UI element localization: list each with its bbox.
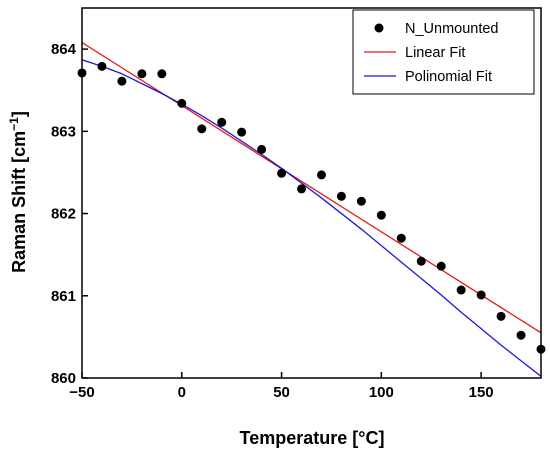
y-axis-title: Raman Shift [cm−1] [7, 111, 29, 273]
legend-label-n-unmounted: N_Unmounted [405, 21, 499, 37]
data-point [177, 98, 187, 108]
legend-label-linear-fit: Linear Fit [405, 45, 465, 61]
data-point [237, 127, 247, 137]
x-tick-label: 50 [273, 384, 290, 401]
data-points [77, 61, 546, 354]
data-point [376, 210, 386, 220]
data-point [436, 261, 446, 271]
x-axis-title: Temperature [°C] [240, 428, 385, 448]
data-point [257, 144, 267, 154]
data-point [396, 233, 406, 243]
data-point [197, 124, 207, 134]
y-tick-label: 861 [51, 288, 76, 305]
data-point [277, 168, 287, 178]
data-point [316, 170, 326, 180]
legend: N_Unmounted Linear Fit Polinomial Fit [352, 9, 535, 95]
x-tick-label: 150 [469, 384, 494, 401]
y-tick-label: 863 [51, 123, 76, 140]
y-axis-title-superscript: −1 [7, 117, 21, 131]
x-tick-label: −50 [69, 384, 94, 401]
data-point [97, 61, 107, 71]
x-tick-label: 100 [369, 384, 394, 401]
data-point [496, 311, 506, 321]
legend-label-polinomial-fit: Polinomial Fit [405, 69, 492, 85]
y-tick-label: 864 [51, 41, 77, 58]
data-point [336, 191, 346, 201]
axis-ticks: −50 0 50 100 150 860 861 862 863 864 [51, 41, 494, 401]
data-point [356, 196, 366, 206]
plot-frame [81, 7, 542, 379]
data-point [476, 290, 486, 300]
series-line-linear-fit [82, 41, 541, 334]
y-axis-title-close: ] [9, 111, 29, 117]
data-point [137, 69, 147, 79]
x-tick-label: 0 [178, 384, 186, 401]
y-axis-title-main: Raman Shift [cm [9, 131, 29, 273]
legend-marker-n-unmounted [374, 23, 384, 33]
fit-lines [82, 41, 541, 377]
data-point [157, 69, 167, 79]
data-point [117, 76, 127, 86]
data-point [456, 285, 466, 295]
series-line-polinomial-fit [82, 59, 541, 377]
y-tick-label: 860 [51, 370, 76, 387]
data-point [217, 117, 227, 127]
data-point [297, 184, 307, 194]
data-point [516, 330, 526, 340]
data-point [416, 256, 426, 266]
y-tick-label: 862 [51, 206, 76, 223]
